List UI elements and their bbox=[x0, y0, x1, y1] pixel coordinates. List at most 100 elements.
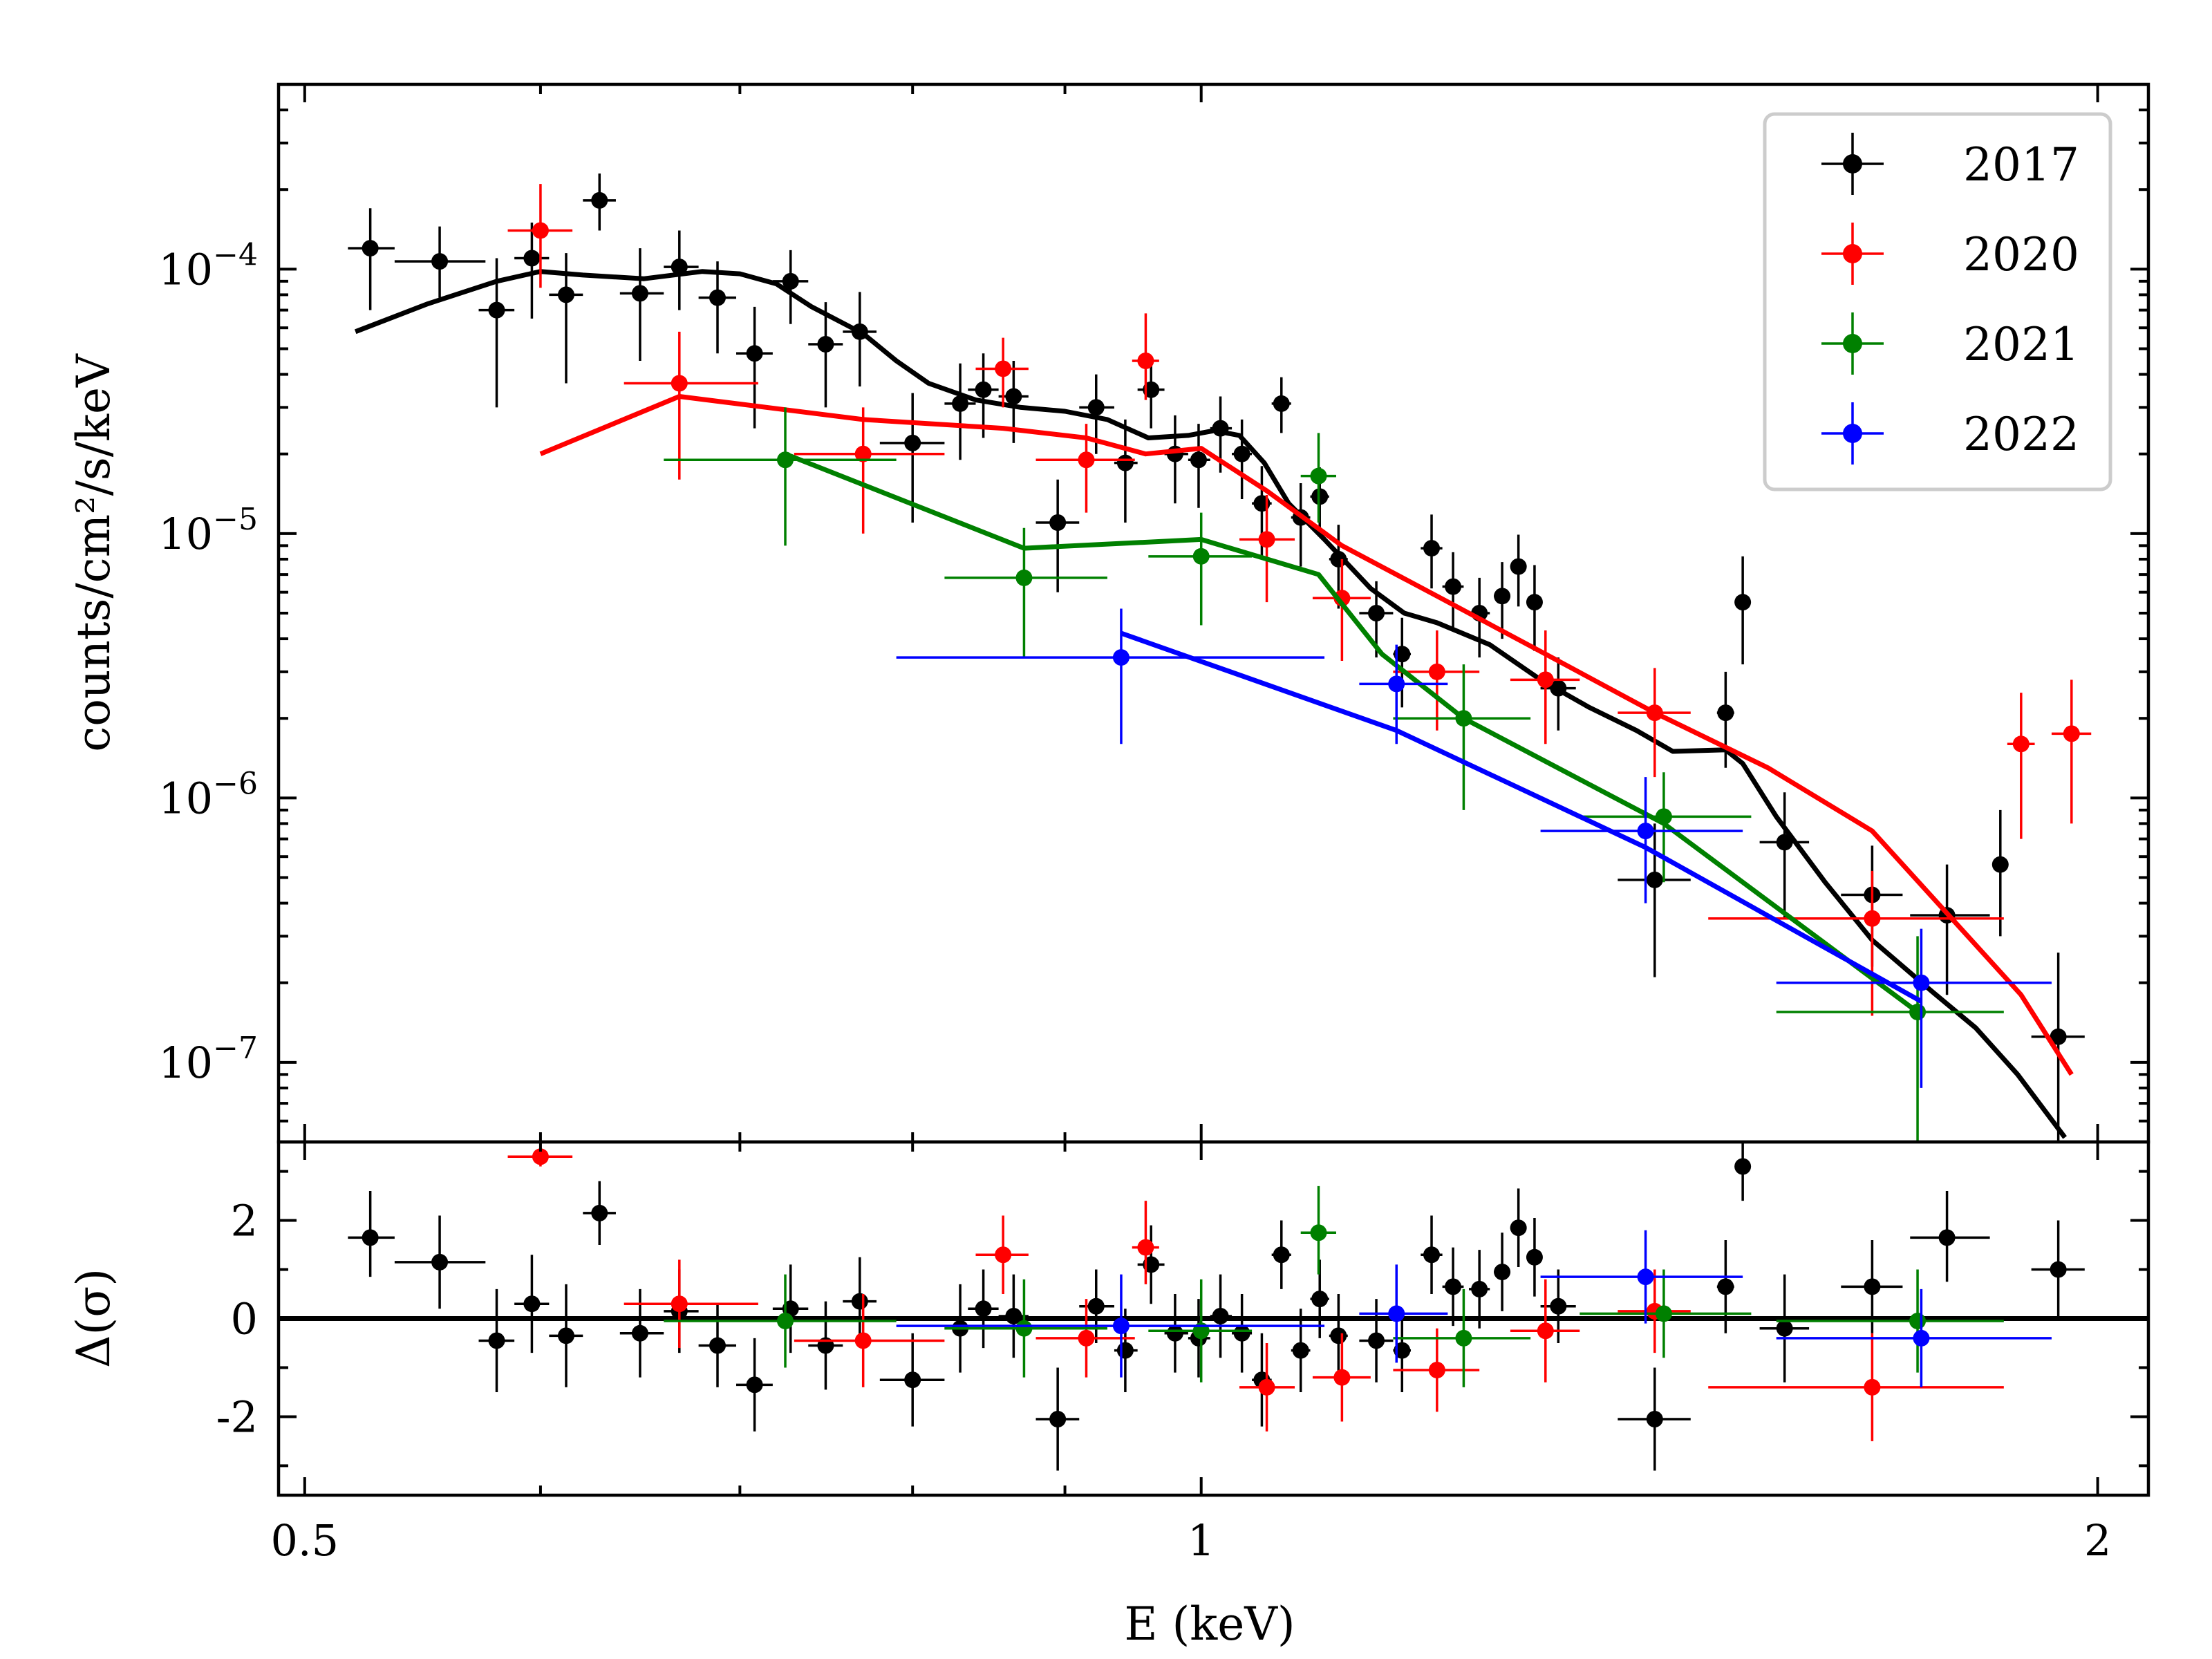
residual-marker bbox=[1428, 1362, 1445, 1379]
point-marker bbox=[975, 381, 992, 398]
y-tick-base: 10 bbox=[158, 773, 213, 823]
data-point-2017 bbox=[583, 173, 616, 231]
residual-point-2017 bbox=[619, 1288, 664, 1378]
residual-point-2021 bbox=[664, 1274, 897, 1368]
residual-point-2017 bbox=[1510, 1188, 1527, 1267]
point-marker bbox=[1646, 871, 1663, 888]
legend-label: 2017 bbox=[1963, 138, 2079, 191]
legend-label: 2022 bbox=[1963, 408, 2079, 461]
residual-marker bbox=[1909, 1313, 1927, 1330]
residual-marker bbox=[1049, 1410, 1067, 1427]
point-marker bbox=[591, 191, 608, 209]
point-marker bbox=[777, 451, 794, 469]
y-tick-label-1e-4: 10−4 bbox=[158, 237, 258, 294]
residual-marker bbox=[1143, 1256, 1160, 1273]
residual-marker bbox=[523, 1295, 541, 1313]
residual-point-2017 bbox=[514, 1255, 550, 1353]
residual-marker bbox=[1938, 1229, 1956, 1246]
residual-point-2020 bbox=[1312, 1333, 1371, 1422]
point-marker bbox=[1423, 540, 1441, 557]
data-point-2020 bbox=[1510, 630, 1580, 744]
residual-marker bbox=[1776, 1320, 1793, 1337]
residual-marker bbox=[1455, 1329, 1472, 1347]
residual-marker bbox=[1258, 1378, 1275, 1396]
point-marker bbox=[1909, 1004, 1927, 1021]
y-axis-label-counts: counts/cm²/s/keV bbox=[67, 353, 120, 752]
residual-point-2017 bbox=[998, 1274, 1029, 1358]
point-marker bbox=[1717, 704, 1734, 722]
series-2021 bbox=[664, 407, 2004, 1142]
data-point-2017 bbox=[664, 230, 699, 310]
data-point-2017 bbox=[348, 208, 395, 310]
residual-point-2021 bbox=[1776, 1269, 2004, 1373]
data-point-2022 bbox=[896, 608, 1325, 744]
point-marker bbox=[1394, 646, 1411, 663]
residual-marker bbox=[1445, 1278, 1462, 1295]
residual-series-2021 bbox=[664, 1185, 2004, 1387]
residual-marker bbox=[1864, 1278, 1881, 1295]
point-marker bbox=[1310, 467, 1327, 485]
data-point-2017 bbox=[1734, 556, 1752, 665]
residual-marker bbox=[1311, 1291, 1329, 1308]
residual-marker bbox=[1368, 1332, 1385, 1349]
data-point-2017 bbox=[843, 292, 877, 387]
point-marker bbox=[1646, 704, 1663, 722]
residual-point-2020 bbox=[794, 1294, 945, 1387]
residual-point-2021 bbox=[944, 1279, 1107, 1378]
residual-point-2021 bbox=[1148, 1279, 1253, 1382]
residual-marker bbox=[1913, 1329, 1930, 1347]
data-point-2017 bbox=[1526, 565, 1543, 651]
residual-marker bbox=[671, 1295, 688, 1313]
point-marker bbox=[671, 259, 688, 276]
point-marker bbox=[2050, 1028, 2067, 1045]
residual-marker bbox=[1310, 1224, 1327, 1241]
y-tick-exponent: −6 bbox=[213, 766, 258, 801]
residual-marker bbox=[1494, 1264, 1511, 1281]
point-marker bbox=[1637, 823, 1654, 840]
residual-point-2017 bbox=[808, 1301, 843, 1390]
residual-marker bbox=[1330, 1327, 1347, 1344]
data-point-2021 bbox=[1148, 512, 1253, 626]
residual-marker bbox=[1333, 1369, 1351, 1386]
data-point-2017 bbox=[808, 302, 843, 408]
legend-marker-dot bbox=[1843, 424, 1862, 443]
data-point-2020 bbox=[794, 407, 945, 534]
legend-label: 2021 bbox=[1963, 318, 2079, 371]
model-line-2022 bbox=[1120, 630, 1923, 1004]
data-point-2017 bbox=[1716, 671, 1734, 768]
series-2022 bbox=[896, 608, 2052, 1088]
residual-point-2017 bbox=[1734, 1142, 1752, 1201]
point-marker bbox=[671, 375, 688, 392]
data-point-2020 bbox=[1393, 630, 1480, 731]
residual-point-2017 bbox=[1841, 1239, 1903, 1333]
point-marker bbox=[523, 250, 541, 267]
point-marker bbox=[1137, 353, 1154, 370]
y-tick-label-1e-7: 10−7 bbox=[158, 1031, 258, 1088]
point-marker bbox=[1212, 420, 1229, 437]
model-line-2017 bbox=[354, 269, 2067, 1139]
point-marker bbox=[1445, 578, 1462, 595]
series-2020 bbox=[507, 184, 2092, 1076]
legend-entry-2020: 2020 bbox=[1821, 223, 2079, 285]
residual-point-2017 bbox=[698, 1304, 737, 1387]
data-point-2017 bbox=[772, 250, 809, 324]
data-point-2020 bbox=[2051, 679, 2092, 824]
residual-point-2020 bbox=[624, 1259, 758, 1349]
residual-marker bbox=[1471, 1280, 1488, 1297]
point-marker bbox=[1655, 808, 1672, 825]
legend-entry-2021: 2021 bbox=[1821, 312, 2079, 375]
model-line-2021 bbox=[784, 451, 1920, 1014]
residual-point-2020 bbox=[1035, 1299, 1135, 1378]
residual-marker bbox=[1734, 1158, 1752, 1175]
residual-point-2020 bbox=[1708, 1333, 2004, 1441]
x-tick-label-2: 2 bbox=[2084, 1515, 2111, 1566]
data-point-2022 bbox=[1359, 644, 1448, 744]
y-tick-label-1e-6: 10−6 bbox=[158, 766, 258, 823]
residual-point-2017 bbox=[2031, 1220, 2085, 1319]
residual-marker bbox=[1292, 1342, 1309, 1359]
data-point-2017 bbox=[2031, 953, 2085, 1142]
legend-marker-dot bbox=[1843, 334, 1862, 353]
data-point-2020 bbox=[624, 331, 758, 480]
point-marker bbox=[1143, 381, 1160, 398]
point-marker bbox=[1087, 399, 1105, 416]
